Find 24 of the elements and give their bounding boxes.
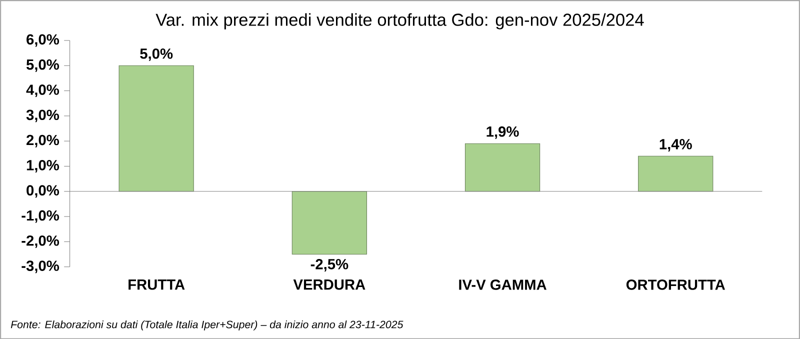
y-tick-label: 4,0% <box>26 84 60 97</box>
y-tick-label: 6,0% <box>26 34 60 47</box>
data-label: 1,4% <box>660 138 692 152</box>
y-tick-label: 1,0% <box>26 160 60 172</box>
data-label: 5,0% <box>140 48 173 61</box>
x-tick-label: IV-V GAMMA <box>459 279 546 290</box>
x-tick-label: VERDURA <box>293 279 366 290</box>
source-note: Fonte: Elaborazioni su dati (Totale Italia Iper+Super) – da inizio anno al 23-11-2025 <box>10 320 404 330</box>
chart-title: Var. mix prezzi medi vendite ortofrutta Gdo: gen-nov 2025/2024 <box>156 13 644 30</box>
y-tick-label: 3,0% <box>26 110 60 122</box>
y-tick-label: 0,0% <box>26 185 60 198</box>
y-tick-label: -3,0% <box>22 260 60 273</box>
data-label: -2,5% <box>310 258 348 272</box>
y-tick-label: -1,0% <box>22 210 60 223</box>
x-tick-label: ORTOFRUTTA <box>626 279 726 290</box>
bar <box>118 65 194 192</box>
bar <box>464 143 540 192</box>
data-label: 1,9% <box>486 126 519 139</box>
bar <box>292 190 367 254</box>
y-tick-label: 2,0% <box>26 134 60 148</box>
y-tick-label: -2,0% <box>22 235 60 248</box>
x-tick-label: FRUTTA <box>128 279 185 290</box>
bar <box>638 156 714 192</box>
y-tick-label: 5,0% <box>26 59 60 72</box>
